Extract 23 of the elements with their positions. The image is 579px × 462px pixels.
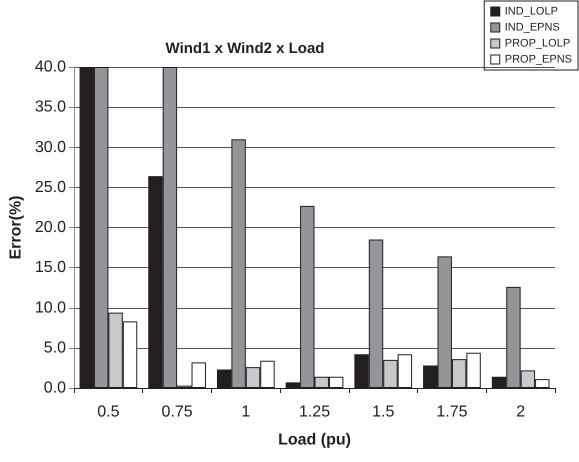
x-tick-label: 0.75 — [162, 404, 193, 420]
x-tick-label: 0.5 — [97, 404, 120, 420]
y-axis-title: Error(%) — [8, 195, 24, 260]
y-tick-label: 25.0 — [34, 178, 66, 196]
legend-label: IND_EPNS — [504, 22, 560, 34]
x-tick-label: 1 — [241, 404, 250, 420]
y-tick-label: 15.0 — [34, 259, 66, 276]
chart-title: Wind1 x Wind2 x Load — [166, 40, 324, 57]
legend-label: PROP_LOLP — [504, 38, 570, 50]
y-tick-label: 5.0 — [44, 339, 66, 356]
legend-label: IND_LOLP — [504, 6, 558, 18]
x-tick-label: 2 — [516, 404, 526, 420]
x-tick-label: 1.25 — [298, 404, 330, 420]
legend-label: PROP_EPNS — [504, 54, 572, 66]
x-axis-title: Load (pu) — [278, 432, 351, 448]
x-tick-label: 1.75 — [436, 404, 468, 420]
y-tick-label: 30.0 — [34, 138, 66, 156]
y-tick-label: 10.0 — [34, 299, 66, 316]
y-tick-label: 20.0 — [34, 219, 66, 236]
y-tick-label: 35.0 — [34, 98, 66, 116]
y-tick-label: 40.0 — [34, 58, 66, 76]
y-tick-label: 0.0 — [44, 380, 66, 396]
x-tick-label: 1.5 — [372, 404, 394, 420]
